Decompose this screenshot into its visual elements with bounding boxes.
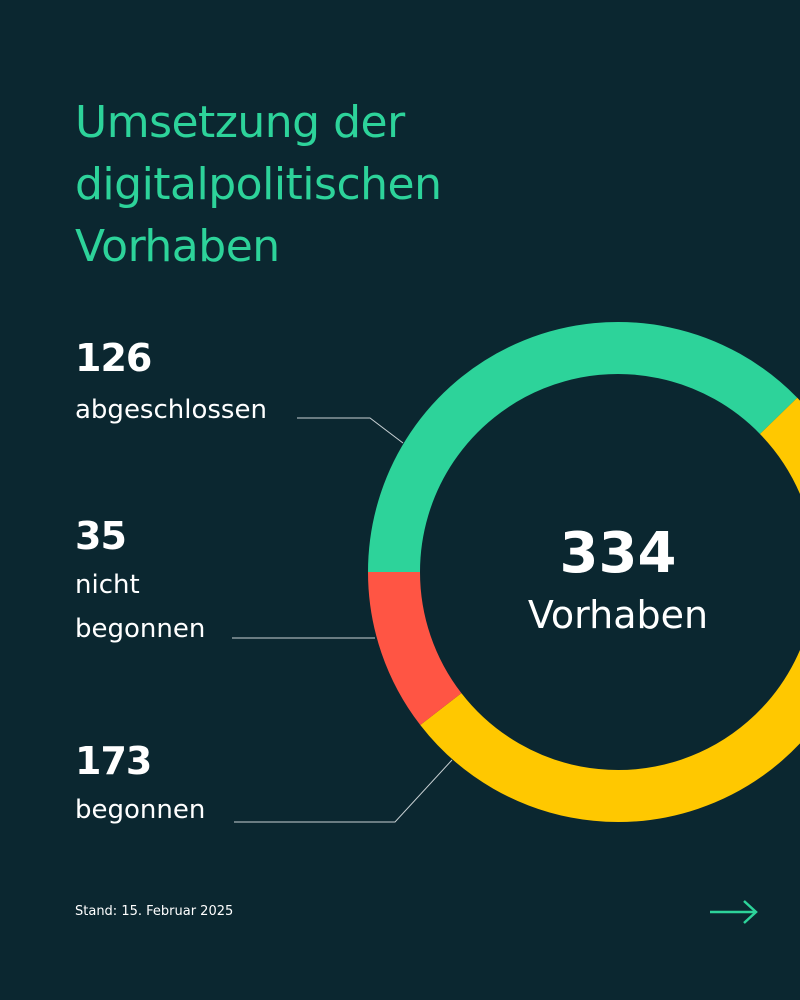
center-label: Vorhaben — [528, 593, 708, 637]
donut-segment — [368, 322, 798, 573]
category-label: begonnen — [75, 795, 206, 825]
category-label: abgeschlossen — [75, 395, 267, 425]
value-label: 35 — [75, 514, 127, 558]
center-value: 334 — [560, 521, 677, 586]
donut-segment — [420, 397, 800, 822]
donut-segment — [368, 571, 462, 725]
value-label: 173 — [75, 739, 152, 783]
donut — [368, 322, 800, 822]
footnote: Stand: 15. Februar 2025 — [75, 904, 234, 919]
leader-line — [297, 417, 404, 444]
title: Umsetzung der digitalpolitischen Vorhabe… — [75, 97, 442, 272]
category-label: nicht begonnen — [75, 570, 206, 644]
leader-line — [234, 759, 453, 823]
value-label: 126 — [75, 336, 152, 380]
next-arrow[interactable] — [710, 900, 758, 924]
